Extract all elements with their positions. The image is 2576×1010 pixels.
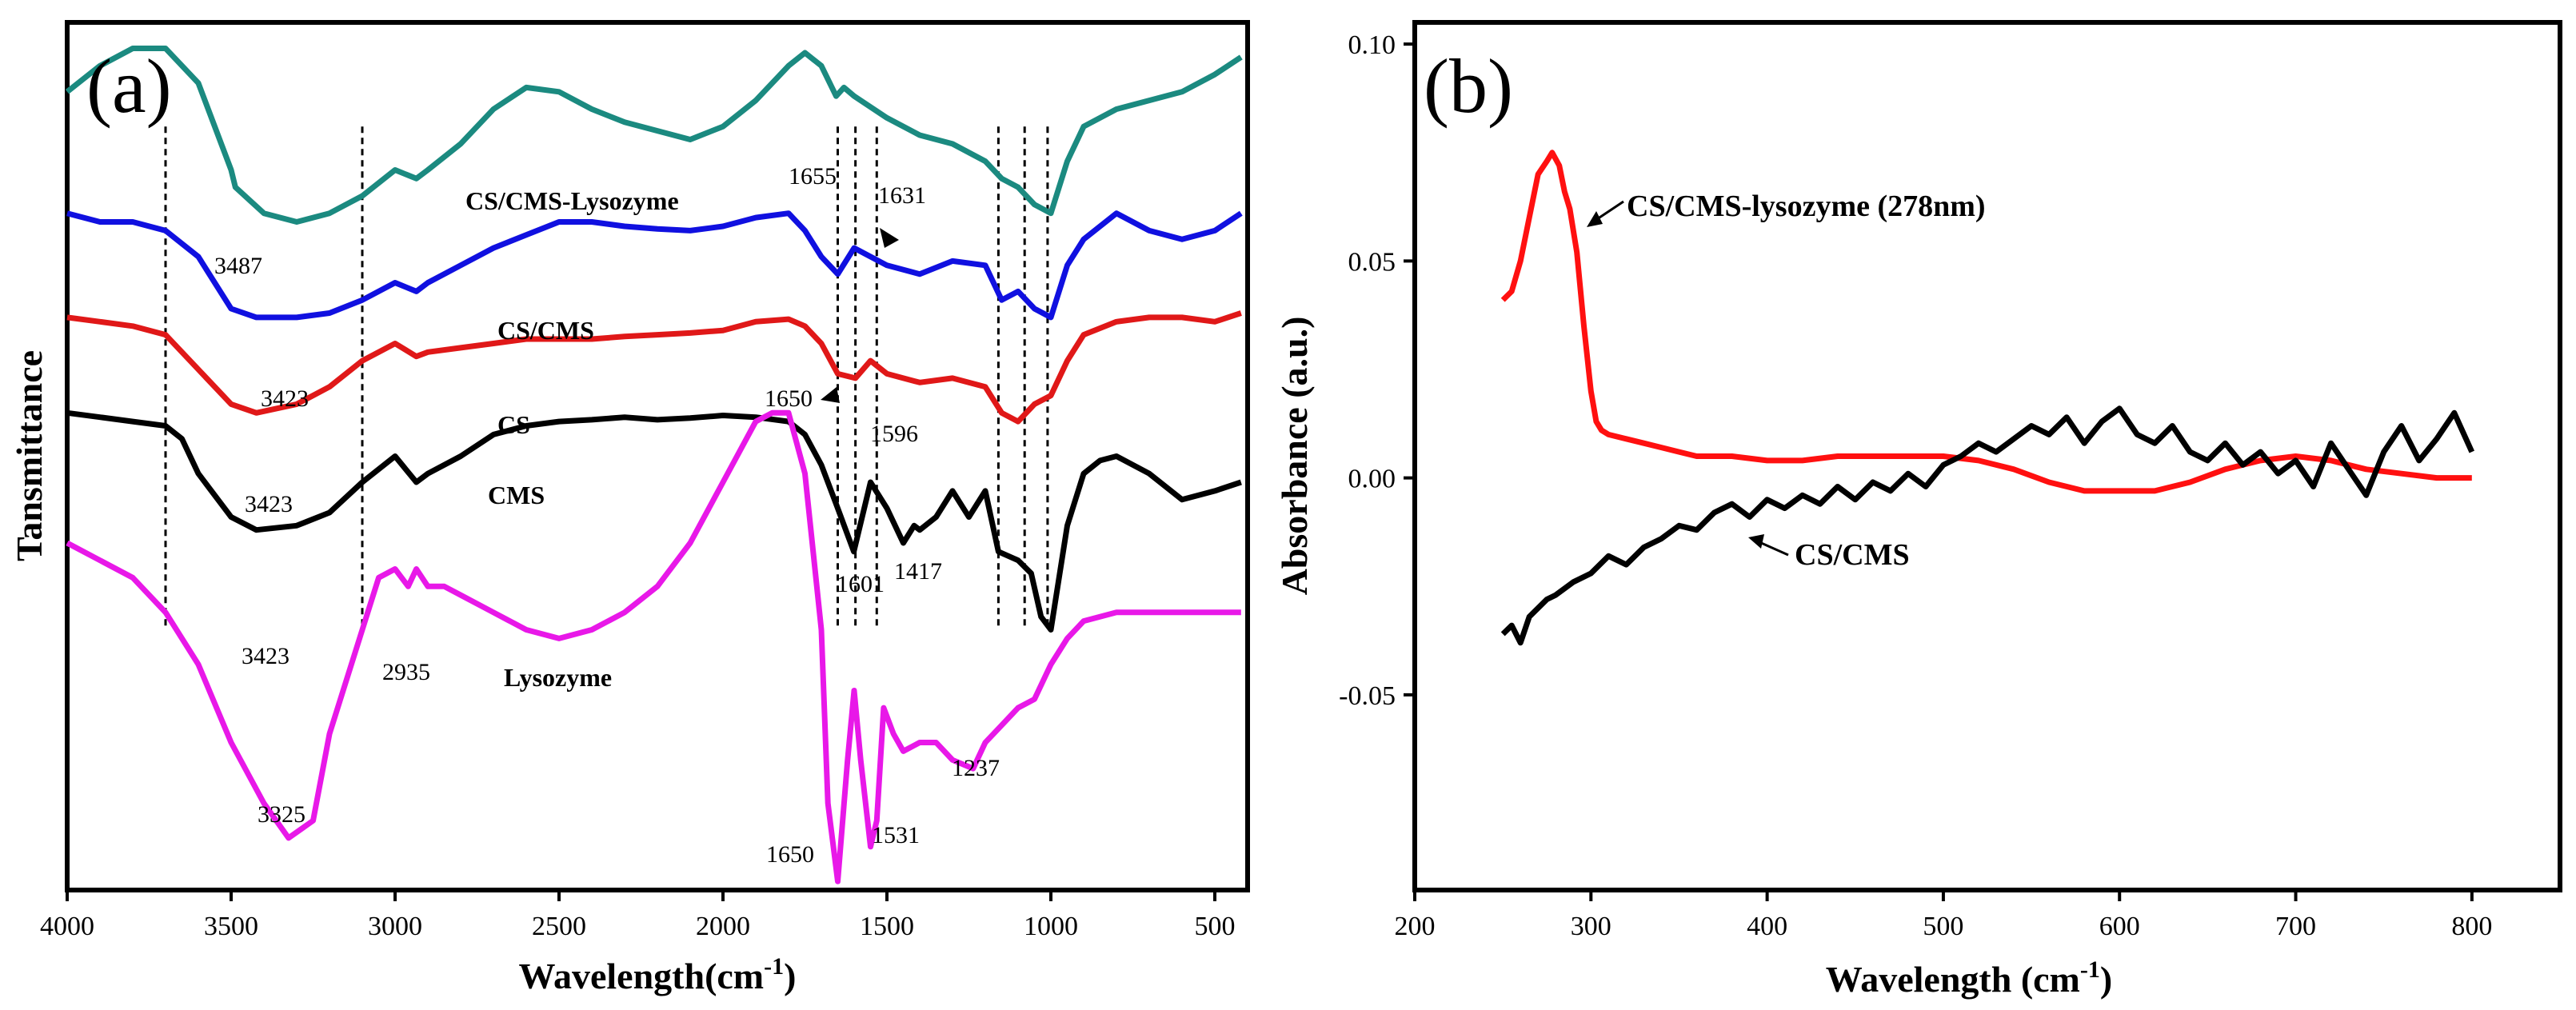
panel-a-frame bbox=[65, 20, 1250, 892]
arrow-278nm-head bbox=[1587, 211, 1603, 227]
b-x-tick-label-600: 600 bbox=[2099, 912, 2140, 941]
series-line-lysozyme bbox=[66, 409, 1241, 884]
series-line-cs-cms-lysozyme-278nm bbox=[1500, 150, 2472, 494]
series-label-cs: CS bbox=[497, 410, 530, 439]
b-y-tick-label-0: 0.10 bbox=[1348, 30, 1396, 60]
b-y-tick-label-1: 0.05 bbox=[1348, 247, 1396, 277]
panel-a: 4000 3500 3000 2500 2000 1500 1000 500 (a) Wave… bbox=[9, 20, 1250, 996]
annotation-3423-cs-cms: 3423 bbox=[261, 385, 309, 412]
b-x-tick-label-400: 400 bbox=[1747, 912, 1787, 941]
panel-b-label: (b) bbox=[1424, 43, 1513, 129]
series-label-cs-cms-lysozyme: CS/CMS-Lysozyme bbox=[465, 186, 679, 215]
panel-b-x-axis-label: Wavelength (cm-1) bbox=[1826, 956, 2112, 1000]
panel-b-frame bbox=[1412, 20, 2562, 892]
series-label-lysozyme: Lysozyme bbox=[504, 663, 612, 692]
annotation-2935: 2935 bbox=[382, 659, 430, 685]
b-x-tick-label-800: 800 bbox=[2451, 912, 2492, 941]
annotation-1531: 1531 bbox=[872, 822, 920, 848]
x-tick-label-2500: 2500 bbox=[532, 912, 586, 941]
arrow-1650-marker bbox=[821, 387, 840, 403]
b-x-tick-label-500: 500 bbox=[1923, 912, 1963, 941]
series-label-cs-cms: CS/CMS bbox=[497, 316, 594, 345]
x-tick-label-500: 500 bbox=[1195, 912, 1236, 941]
annotation-3325: 3325 bbox=[258, 801, 306, 828]
series-line-cs-cms-lysozyme bbox=[65, 46, 1243, 225]
series-label-cms: CMS bbox=[488, 481, 545, 509]
annotation-3423-cs: 3423 bbox=[245, 491, 293, 517]
annotation-1601: 1601 bbox=[837, 571, 885, 597]
annotation-1650-cs: 1650 bbox=[765, 385, 813, 412]
b-x-tick-label-700: 700 bbox=[2275, 912, 2316, 941]
x-tick-label-2000: 2000 bbox=[696, 912, 750, 941]
x-tick-label-3500: 3500 bbox=[204, 912, 258, 941]
series-line-cs bbox=[66, 310, 1242, 425]
panel-b: 200 300 400 500 600 700 800 0.100.050.00-0.05 … bbox=[1274, 20, 2562, 1000]
panel-b-y-axis-label: Absorbance (a.u.) bbox=[1274, 317, 1315, 596]
panel-a-label: (a) bbox=[86, 43, 172, 129]
annotation-1596: 1596 bbox=[870, 421, 918, 447]
series-line-cms bbox=[66, 409, 1242, 633]
arrow-cs-cms-line bbox=[1759, 541, 1789, 557]
annotation-3487: 3487 bbox=[214, 253, 262, 279]
x-tick-label-3000: 3000 bbox=[368, 912, 422, 941]
annotation-1237: 1237 bbox=[952, 755, 1000, 781]
x-tick-label-1000: 1000 bbox=[1024, 912, 1078, 941]
annotation-3423-cms: 3423 bbox=[242, 643, 290, 669]
arrow-1631-marker bbox=[880, 228, 899, 248]
panel-a-y-axis-label: Tansmittance bbox=[9, 350, 50, 561]
annotation-cs-cms-lysozyme-278nm: CS/CMS-lysozyme (278nm) bbox=[1627, 190, 1986, 223]
annotation-1655: 1655 bbox=[789, 163, 837, 190]
b-x-tick-label-300: 300 bbox=[1571, 912, 1611, 941]
annotation-1417: 1417 bbox=[894, 558, 942, 585]
annotation-cs-cms: CS/CMS bbox=[1795, 538, 1910, 572]
series-line-cs-cms bbox=[66, 210, 1243, 321]
x-tick-label-4000: 4000 bbox=[40, 912, 94, 941]
b-y-tick-label-2: 0.00 bbox=[1348, 465, 1396, 494]
x-tick-label-1500: 1500 bbox=[860, 912, 914, 941]
annotation-1631: 1631 bbox=[878, 182, 926, 209]
series-line-cs-cms bbox=[1500, 405, 2474, 646]
annotation-1650-lysozyme: 1650 bbox=[766, 841, 814, 868]
b-x-tick-label-200: 200 bbox=[1395, 912, 1436, 941]
b-y-tick-label-3: -0.05 bbox=[1339, 681, 1396, 711]
panel-a-x-axis-label: Wavelength(cm-1) bbox=[519, 953, 797, 996]
arrow-cs-cms-head bbox=[1748, 534, 1764, 549]
